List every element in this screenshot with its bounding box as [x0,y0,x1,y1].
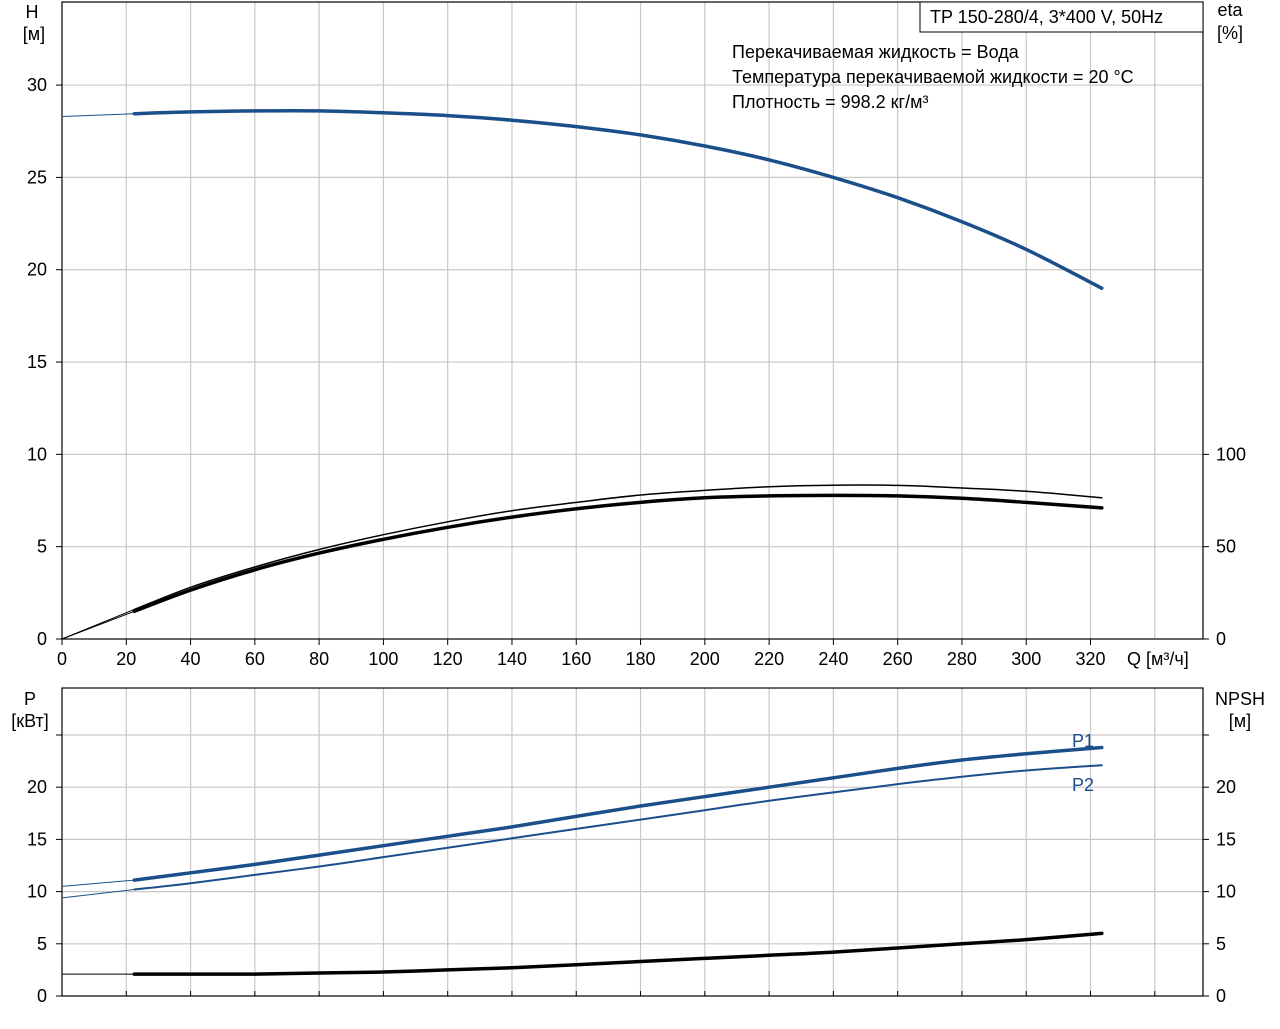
series-P2-extension [61,889,135,899]
top-plot-frame [61,1,1204,640]
y-left-tick-label: 5 [37,537,47,557]
series-P1-extension [61,879,135,887]
y-right-tick-label: 100 [1216,444,1246,464]
y-right-tick-label: 50 [1216,537,1236,557]
series-P1-line [132,745,1104,882]
bottom-y-left-tick-label: 0 [37,986,47,1006]
bottom-y-right-tick-label: 10 [1216,882,1236,902]
info-line-3: Плотность = 998.2 кг/м³ [732,92,928,112]
top-grid [62,2,1203,639]
top-ticks: 0 20 40 60 80 100 120 140 160 180 200 220 240 260 280 3… [27,75,1246,669]
y-left-tick-label: 20 [27,260,47,280]
bottom-right-axis-label-1: NPSH [1215,689,1265,709]
series-H-line [132,108,1104,290]
x-tick-label: 320 [1075,649,1105,669]
series-eta_thin-line [133,484,1103,611]
series-NPSH-line [132,931,1104,976]
series-P2-line [133,764,1103,891]
x-tick-label: 60 [245,649,265,669]
bottom-right-axis-label-2: [м] [1229,711,1251,731]
x-tick-label: 140 [497,649,527,669]
title-box [919,1,1204,33]
x-tick-label: 0 [57,649,67,669]
x-tick-label: 280 [947,649,977,669]
x-tick-label: 240 [818,649,848,669]
bottom-y-right-tick-label: 15 [1216,829,1236,849]
y-left-tick-label: 15 [27,352,47,372]
curves [61,108,1104,976]
bottom-y-left-tick-label: 20 [27,777,47,797]
bottom-left-axis-label-1: P [24,689,36,709]
x-tick-label: 40 [181,649,201,669]
series-H-extension [61,113,135,117]
p1-curve-label: P1 [1072,731,1094,751]
info-line-2: Температура перекачиваемой жидкости = 20… [732,67,1134,87]
y-left-tick-label: 0 [37,629,47,649]
series-eta_thick-extension [61,610,135,640]
y-right-tick-label: 0 [1216,629,1226,649]
bottom-y-left-tick-label: 5 [37,934,47,954]
y-left-tick-label: 30 [27,75,47,95]
x-tick-label: 300 [1011,649,1041,669]
x-tick-label: 100 [368,649,398,669]
x-tick-label: 260 [883,649,913,669]
p2-curve-label: P2 [1072,775,1094,795]
top-left-axis-label-2: [м] [23,24,45,44]
bottom-ticks: 0 5 10 15 20 0 5 10 15 20 [27,734,1236,1006]
x-tick-label: 220 [754,649,784,669]
x-tick-label: 160 [561,649,591,669]
top-right-axis-label-1: eta [1217,0,1243,20]
series-eta_thick-line [132,493,1104,614]
bottom-y-right-tick-label: 5 [1216,934,1226,954]
bottom-y-left-tick-label: 10 [27,882,47,902]
x-tick-label: 80 [309,649,329,669]
x-tick-label: 180 [626,649,656,669]
x-axis-label: Q [м³/ч] [1127,649,1189,669]
info-line-1: Перекачиваемая жидкость = Вода [732,42,1020,62]
top-left-axis-label-1: H [26,2,39,22]
bottom-y-left-tick-label: 15 [27,829,47,849]
bottom-grid [62,688,1203,996]
x-tick-label: 200 [690,649,720,669]
bottom-y-right-tick-label: 20 [1216,777,1236,797]
y-left-tick-label: 10 [27,444,47,464]
top-right-axis-label-2: [%] [1217,23,1243,43]
bottom-left-axis-label-2: [кВт] [11,711,49,731]
bottom-y-right-tick-label: 0 [1216,986,1226,1006]
x-tick-label: 120 [433,649,463,669]
x-tick-label: 20 [116,649,136,669]
y-left-tick-label: 25 [27,167,47,187]
bottom-plot-frame [61,687,1204,997]
chart-title: TP 150-280/4, 3*400 V, 50Hz [930,7,1163,27]
